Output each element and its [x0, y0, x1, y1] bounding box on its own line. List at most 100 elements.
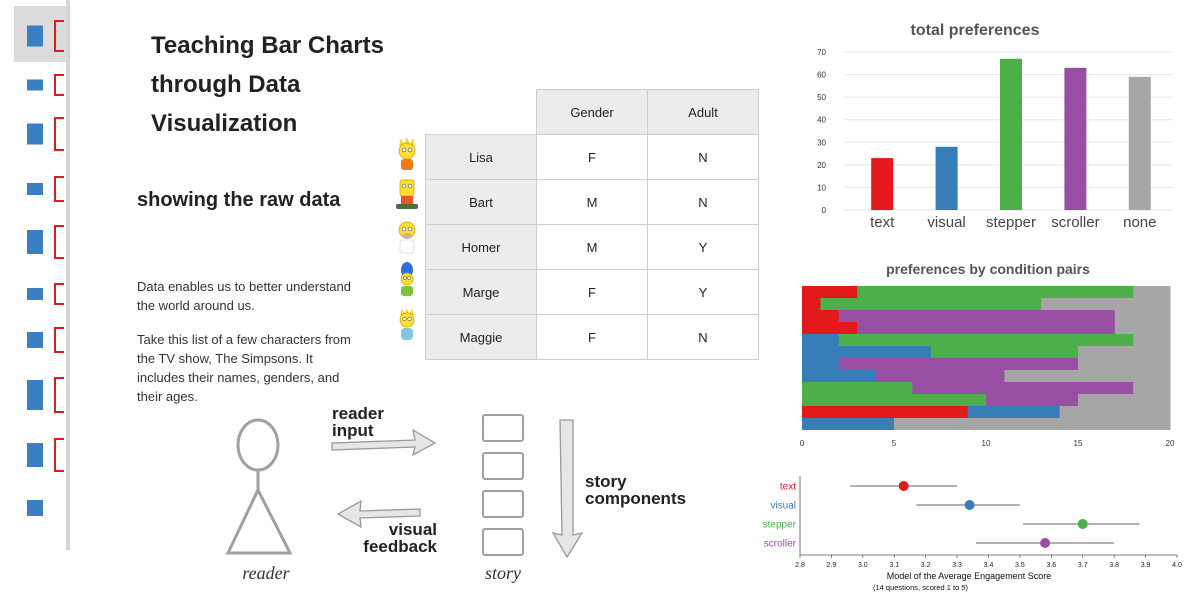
x-tick-label: 3.3: [952, 562, 962, 569]
segment-stepper: [820, 298, 1042, 310]
section-heading: showing the raw data: [137, 189, 341, 211]
adult-cell: Y: [647, 224, 759, 270]
column-header-gender: Gender: [536, 89, 648, 135]
table-corner-cell: [425, 89, 537, 135]
x-tick-label: 3.0: [858, 562, 868, 569]
story-down-arrow-icon: [551, 419, 584, 559]
reader-caption: reader: [242, 563, 290, 583]
thumbnail-bracket: [54, 117, 64, 151]
x-tick-label: 2.8: [795, 562, 805, 569]
story-components-label-line1: story: [585, 472, 627, 491]
thumbnail-block[interactable]: [27, 123, 43, 145]
simpsons-table: Gender Adult Lisa F N Bart M N Homer M Y…: [425, 89, 759, 360]
column-header-adult: Adult: [647, 89, 759, 135]
thumbnail-block[interactable]: [27, 332, 43, 348]
thumbnail-block[interactable]: [27, 230, 43, 254]
segment-none: [1004, 370, 1171, 382]
thumbnail-block[interactable]: [27, 183, 43, 195]
gender-cell: M: [536, 224, 648, 270]
segment-text: [802, 322, 858, 334]
lisa-avatar-icon: [398, 137, 416, 170]
thumbnail-bracket: [54, 225, 64, 259]
simpsons-paragraph: Take this list of a few characters from …: [137, 332, 351, 404]
thumbnail-block[interactable]: [27, 443, 43, 467]
axis-labels: 0 10 20 30 40 50 60 70 text visual stepper scroller…: [817, 48, 1156, 231]
thumbnail-bracket: [54, 327, 64, 353]
stick-figure-icon: [225, 418, 293, 555]
segment-none: [1133, 286, 1171, 298]
x-tick-label: 15: [1074, 439, 1083, 448]
rail-blocks[interactable]: [27, 20, 64, 516]
condition-pairs-chart: preferences by condition pairs 0 5 10 15 20: [800, 261, 1175, 448]
segment-none: [1114, 322, 1171, 334]
x-tick-label: 3.1: [889, 562, 899, 569]
reader-input-arrow-icon: [331, 428, 437, 457]
x-tick-label: 4.0: [1172, 562, 1182, 569]
row-name-cell: Homer: [425, 224, 537, 270]
segment-visual: [967, 406, 1061, 418]
y-tick-label: 50: [817, 93, 826, 102]
series-label-stepper: stepper: [763, 520, 797, 531]
adult-cell: N: [647, 179, 759, 225]
x-tick-label-scroller: scroller: [1051, 214, 1099, 231]
segment-none: [1078, 358, 1171, 370]
row-name-cell: Marge: [425, 269, 537, 315]
thumbnail-bracket: [54, 283, 64, 305]
story-components-label-line2: components: [585, 489, 686, 508]
y-tick-label: 60: [817, 71, 826, 80]
y-tick-label: 40: [817, 116, 826, 125]
table-row: Marge F Y: [425, 269, 759, 315]
segment-none: [1078, 394, 1171, 406]
visual-feedback-label-line1: visual: [389, 520, 437, 539]
thumbnail-block[interactable]: [27, 288, 43, 300]
segment-visual: [802, 346, 932, 358]
bar-stepper: [1000, 58, 1022, 211]
story-caption: story: [485, 563, 521, 583]
rail-scrollbar[interactable]: [66, 0, 70, 550]
row-name-cell: Bart: [425, 179, 537, 225]
row-name-cell: Lisa: [425, 134, 537, 180]
page-title: Teaching Bar Charts through Data Visuali…: [151, 32, 384, 137]
engagement-x-label: Model of the Average Engagement Score: [887, 571, 1051, 581]
thumbnail-block[interactable]: [27, 25, 43, 47]
segment-stepper: [838, 334, 1134, 346]
segment-text: [802, 406, 969, 418]
visual-feedback-label-line2: feedback: [363, 537, 437, 556]
segment-stepper: [930, 346, 1079, 358]
x-tick-label: 3.4: [984, 562, 994, 569]
gender-cell: F: [536, 269, 648, 315]
gender-cell: F: [536, 314, 648, 360]
x-tick-label: 3.7: [1078, 562, 1088, 569]
segment-none: [894, 418, 1171, 430]
y-tick-label: 10: [817, 183, 826, 192]
x-tick-label: 3.9: [1141, 562, 1151, 569]
homer-avatar-icon: [398, 221, 416, 254]
slide-thumbnail-rail[interactable]: [0, 0, 70, 595]
segment-none: [1078, 346, 1171, 358]
bar-none: [1128, 76, 1151, 210]
segment-none: [1041, 298, 1171, 310]
x-tick-label: 5: [892, 439, 897, 448]
thumbnail-bracket: [54, 176, 64, 202]
x-tick-label-visual: visual: [927, 214, 965, 231]
segment-none: [1133, 334, 1171, 346]
gender-cell: M: [536, 179, 648, 225]
gender-cell: F: [536, 134, 648, 180]
thumbnail-block[interactable]: [27, 380, 43, 410]
thumbnail-block[interactable]: [27, 79, 43, 91]
segment-stepper: [802, 382, 913, 394]
visual-feedback-arrow-icon: [336, 499, 421, 529]
x-tick-label-none: none: [1123, 214, 1156, 231]
segment-stepper: [802, 394, 987, 406]
adult-cell: N: [647, 134, 759, 180]
total-preferences-title: total preferences: [911, 22, 1040, 39]
thumbnail-block[interactable]: [27, 500, 43, 516]
segment-visual: [802, 334, 840, 346]
bar-visual: [935, 146, 958, 210]
x-tick-label: 20: [1166, 439, 1175, 448]
x-tick-label: 3.8: [1109, 562, 1119, 569]
table-row: Bart M N: [425, 179, 759, 225]
y-tick-label: 70: [817, 48, 826, 57]
reader-input-label-line2: input: [332, 421, 374, 440]
segment-text: [802, 286, 858, 298]
